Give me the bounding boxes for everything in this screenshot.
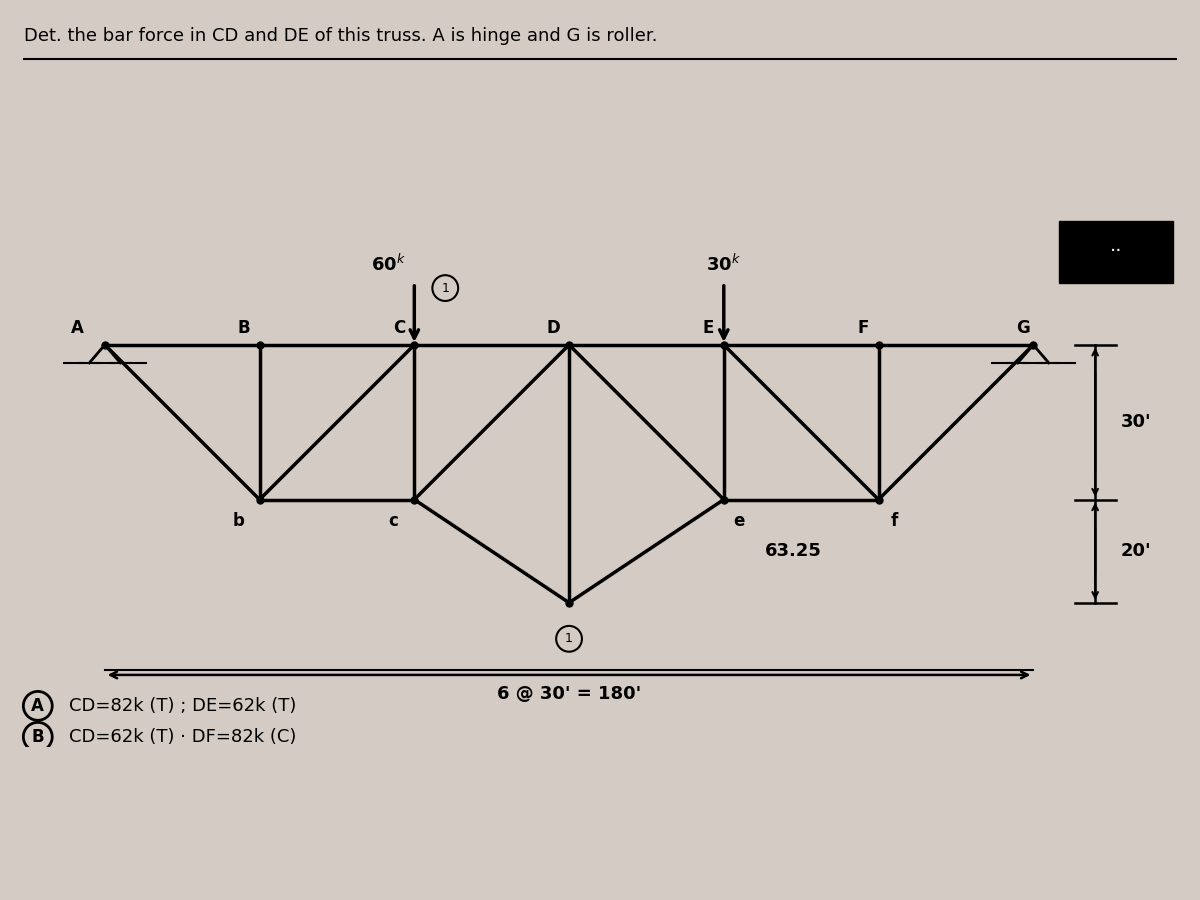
- Text: CD=62k (T) · DF=82k (C): CD=62k (T) · DF=82k (C): [68, 728, 296, 746]
- Text: 63.25: 63.25: [766, 542, 822, 560]
- Text: B: B: [238, 320, 251, 338]
- Text: e: e: [733, 512, 745, 530]
- Text: ··: ··: [1110, 242, 1122, 262]
- Text: c: c: [389, 512, 398, 530]
- Text: 30': 30': [1121, 413, 1152, 431]
- Text: 6 @ 30' = 180': 6 @ 30' = 180': [497, 685, 641, 703]
- Text: A: A: [31, 697, 44, 715]
- Text: B: B: [31, 728, 44, 746]
- Text: G: G: [1016, 320, 1030, 338]
- Bar: [1060, 221, 1172, 283]
- Text: Det. the bar force in CD and DE of this truss. A is hinge and G is roller.: Det. the bar force in CD and DE of this …: [24, 27, 658, 45]
- Text: CD=82k (T) ; DE=62k (T): CD=82k (T) ; DE=62k (T): [68, 697, 296, 715]
- Text: b: b: [233, 512, 245, 530]
- Text: 1: 1: [565, 633, 572, 645]
- Text: A: A: [71, 320, 84, 338]
- Text: f: f: [890, 512, 898, 530]
- Text: 60$^k$: 60$^k$: [371, 254, 406, 275]
- Text: F: F: [857, 320, 869, 338]
- Text: 20': 20': [1121, 542, 1152, 560]
- Text: 30$^k$: 30$^k$: [707, 254, 742, 275]
- Text: C: C: [392, 320, 404, 338]
- Text: 1: 1: [442, 282, 449, 294]
- Text: E: E: [703, 320, 714, 338]
- Text: D: D: [547, 320, 560, 338]
